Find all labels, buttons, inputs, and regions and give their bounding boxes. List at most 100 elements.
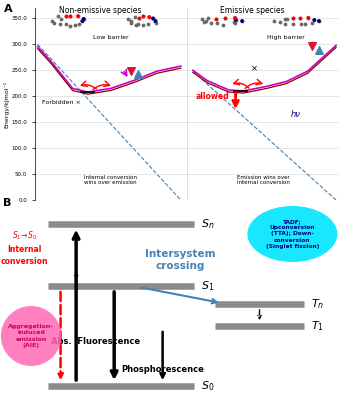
Point — [81, 16, 86, 22]
Point — [153, 18, 158, 24]
Point — [271, 18, 277, 24]
Point — [317, 47, 322, 53]
Point — [55, 13, 60, 19]
Point — [154, 19, 159, 26]
Point — [49, 18, 55, 24]
Point — [298, 14, 303, 21]
Point — [213, 16, 219, 22]
Point — [282, 16, 287, 22]
Point — [134, 22, 139, 28]
Point — [233, 17, 238, 23]
Point — [133, 14, 138, 20]
Point — [232, 15, 238, 21]
Point — [311, 17, 317, 23]
Point — [239, 18, 245, 24]
Text: Phosphorescence: Phosphorescence — [121, 365, 204, 374]
Point — [213, 16, 219, 22]
Text: Intersystem
crossing: Intersystem crossing — [145, 249, 215, 271]
Point — [221, 22, 226, 28]
Point — [298, 14, 303, 21]
Point — [309, 20, 315, 26]
Text: Non-emissive species: Non-emissive species — [59, 6, 142, 15]
Text: A: A — [3, 4, 12, 14]
Point — [128, 68, 133, 74]
Point — [222, 14, 227, 21]
Point — [63, 21, 69, 27]
Text: Low barrier: Low barrier — [93, 35, 128, 40]
Point — [129, 18, 134, 24]
Text: TADF;
Upconversion
(TTA); Down-
conversion
(Singlet fission): TADF; Upconversion (TTA); Down- conversi… — [266, 219, 319, 249]
Point — [153, 18, 158, 24]
Point — [135, 71, 141, 78]
Text: Abs.  Fluorescence: Abs. Fluorescence — [51, 337, 140, 346]
Point — [306, 14, 311, 21]
Point — [145, 21, 151, 27]
Point — [290, 20, 295, 27]
Text: $S_1$$\!\rightarrow\!$$S_0$
Internal
conversion: $S_1$$\!\rightarrow\!$$S_0$ Internal con… — [0, 230, 48, 266]
Point — [306, 14, 311, 21]
Point — [311, 17, 317, 23]
Point — [68, 22, 73, 29]
Text: High barrier: High barrier — [267, 35, 305, 40]
Text: ×: × — [251, 64, 258, 73]
Point — [199, 16, 205, 22]
Point — [233, 17, 238, 23]
Text: $T_n$: $T_n$ — [311, 297, 325, 311]
Point — [150, 15, 156, 22]
Text: Aggregation-
induced
emission
(AIE): Aggregation- induced emission (AIE) — [8, 324, 54, 348]
Point — [232, 20, 238, 27]
Point — [316, 18, 322, 24]
Point — [290, 15, 295, 21]
Text: $S_n$: $S_n$ — [201, 217, 214, 231]
Point — [316, 18, 322, 24]
Point — [137, 14, 142, 21]
Point — [75, 13, 81, 19]
Point — [277, 19, 283, 26]
Point — [203, 18, 209, 24]
Point — [290, 15, 295, 21]
Point — [63, 13, 69, 19]
Point — [125, 16, 130, 22]
Text: B: B — [3, 198, 12, 208]
Point — [222, 14, 227, 21]
Text: $S_1$: $S_1$ — [201, 279, 214, 293]
Y-axis label: Energy/kJmol⁻¹: Energy/kJmol⁻¹ — [4, 80, 10, 128]
Point — [205, 15, 211, 21]
Point — [57, 20, 63, 27]
Point — [128, 20, 134, 26]
Point — [141, 12, 146, 19]
Point — [137, 14, 142, 21]
Text: hν: hν — [290, 110, 300, 119]
Text: Internal conversion
wins over emission: Internal conversion wins over emission — [84, 175, 137, 186]
Point — [63, 13, 69, 19]
Point — [208, 20, 213, 26]
Point — [58, 16, 64, 22]
Point — [81, 16, 86, 22]
Text: Emission wins over
internal conversion: Emission wins over internal conversion — [237, 175, 289, 186]
Point — [146, 14, 152, 20]
Point — [51, 20, 56, 26]
Point — [231, 19, 237, 25]
Point — [72, 21, 77, 28]
Point — [309, 41, 315, 48]
Point — [282, 20, 288, 27]
Point — [67, 12, 73, 19]
Text: $T_1$: $T_1$ — [311, 319, 325, 333]
Point — [309, 43, 315, 49]
Text: Emissive species: Emissive species — [220, 6, 285, 15]
Ellipse shape — [1, 306, 62, 366]
Text: allowed: allowed — [196, 92, 230, 101]
Text: Forbidden ×: Forbidden × — [42, 100, 81, 105]
Point — [214, 20, 219, 26]
Point — [140, 22, 146, 28]
Point — [80, 18, 85, 24]
Point — [80, 18, 85, 24]
Point — [239, 18, 245, 24]
Point — [76, 20, 82, 27]
Point — [302, 21, 307, 27]
Point — [135, 21, 140, 27]
Ellipse shape — [247, 206, 337, 262]
Point — [146, 14, 152, 20]
Point — [298, 21, 304, 27]
Point — [141, 12, 146, 19]
